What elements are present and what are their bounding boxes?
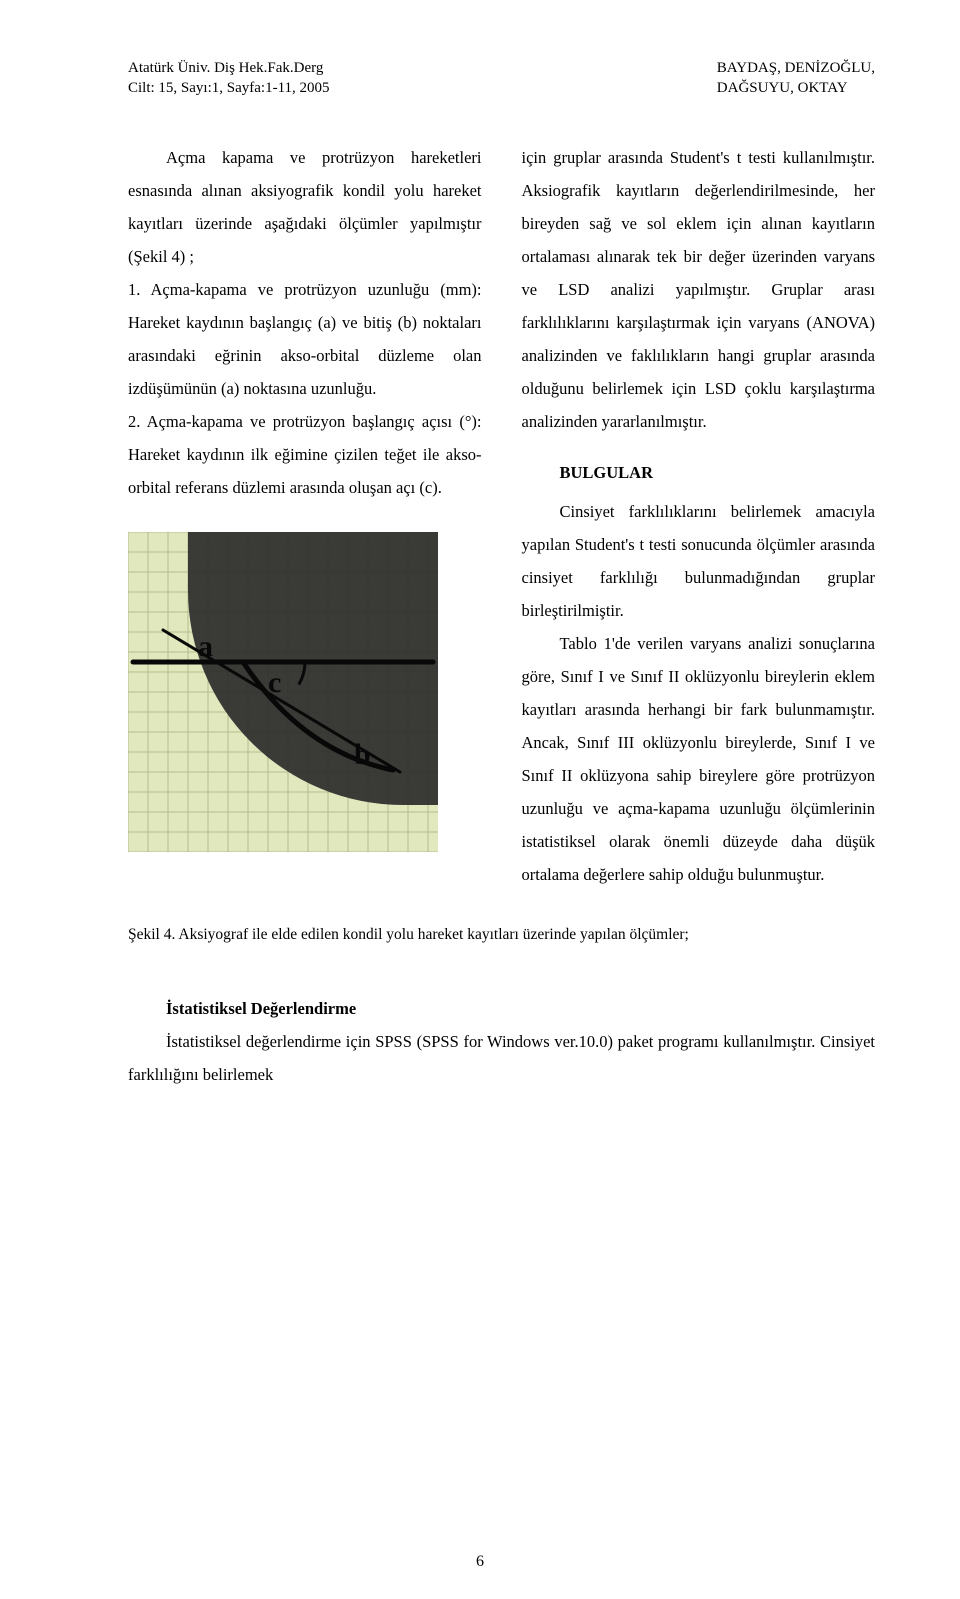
right-p3: Tablo 1'de verilen varyans analizi sonuç… xyxy=(522,627,876,891)
left-p2: 1. Açma-kapama ve protrüzyon uzunluğu (m… xyxy=(128,273,482,405)
figure-caption-block: Şekil 4. Aksiyograf ile elde edilen kond… xyxy=(128,925,875,946)
svg-text:b: b xyxy=(354,738,371,771)
right-p2: Cinsiyet farklılıklarını belirlemek amac… xyxy=(522,495,876,627)
right-p1: için gruplar arasında Student's t testi … xyxy=(522,141,876,438)
figure-caption: Şekil 4. Aksiyograf ile elde edilen kond… xyxy=(128,925,875,946)
header-left-line2: Cilt: 15, Sayı:1, Sayfa:1-11, 2005 xyxy=(128,78,330,98)
header-right-line1: BAYDAŞ, DENİZOĞLU, xyxy=(717,58,875,78)
heading-bulgular: BULGULAR xyxy=(560,456,876,489)
header-left-line1: Atatürk Üniv. Diş Hek.Fak.Derg xyxy=(128,58,330,78)
left-p1: Açma kapama ve protrüzyon hareketleri es… xyxy=(128,141,482,273)
left-column: Açma kapama ve protrüzyon hareketleri es… xyxy=(128,141,482,891)
svg-text:c: c xyxy=(268,666,281,699)
page-number: 6 xyxy=(0,1553,960,1571)
svg-text:a: a xyxy=(198,630,213,663)
header-right: BAYDAŞ, DENİZOĞLU, DAĞSUYU, OKTAY xyxy=(717,58,875,99)
right-column: için gruplar arasında Student's t testi … xyxy=(522,141,876,891)
left-p3: 2. Açma-kapama ve protrüzyon başlangıç a… xyxy=(128,405,482,504)
stats-body: İstatistiksel değerlendirme için SPSS (S… xyxy=(128,1025,875,1091)
stats-section: İstatistiksel Değerlendirme İstatistikse… xyxy=(128,999,875,1091)
figure-svg: a b c xyxy=(128,532,438,852)
header-left: Atatürk Üniv. Diş Hek.Fak.Derg Cilt: 15,… xyxy=(128,58,330,99)
page-header: Atatürk Üniv. Diş Hek.Fak.Derg Cilt: 15,… xyxy=(128,58,875,99)
figure-4: a b c xyxy=(128,532,482,852)
stats-heading: İstatistiksel Değerlendirme xyxy=(128,999,875,1019)
header-right-line2: DAĞSUYU, OKTAY xyxy=(717,78,875,98)
body-columns: Açma kapama ve protrüzyon hareketleri es… xyxy=(128,141,875,891)
